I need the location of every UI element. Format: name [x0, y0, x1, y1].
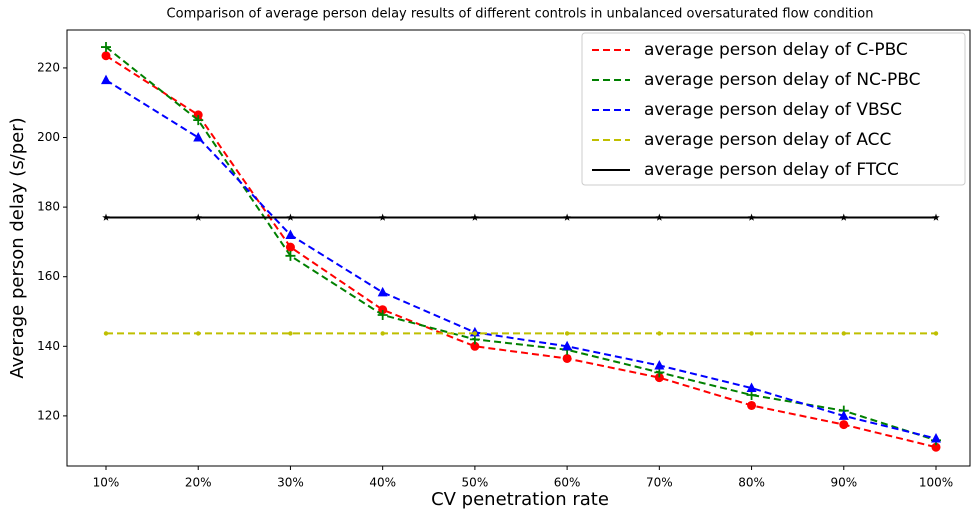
- x-tick-label: 60%: [554, 476, 581, 490]
- x-tick-label: 10%: [93, 476, 120, 490]
- point: [563, 213, 571, 221]
- point: [285, 229, 296, 239]
- point: [193, 115, 204, 126]
- legend-label: average person delay of C-PBC: [644, 40, 908, 60]
- series-line: [105, 54, 937, 449]
- point: [839, 420, 849, 430]
- point: [102, 213, 110, 221]
- point: [471, 213, 479, 221]
- x-tick-label: 30%: [277, 476, 304, 490]
- point: [747, 400, 757, 410]
- point: [103, 331, 109, 336]
- point: [749, 331, 754, 336]
- point: [193, 132, 204, 142]
- point: [378, 213, 387, 221]
- y-tick-label: 160: [37, 269, 60, 283]
- x-tick-label: 100%: [919, 476, 953, 490]
- legend-label: average person delay of NC-PBC: [644, 70, 921, 90]
- point: [286, 213, 295, 221]
- x-tick-label: 20%: [185, 476, 212, 490]
- y-tick-label: 180: [37, 200, 60, 214]
- y-tick-label: 220: [37, 60, 60, 74]
- point: [654, 359, 665, 370]
- point: [101, 42, 111, 53]
- point: [380, 331, 385, 336]
- point: [285, 242, 295, 252]
- point: [654, 373, 664, 383]
- x-tick-label: 80%: [738, 476, 765, 490]
- point: [746, 382, 757, 393]
- point: [838, 410, 849, 420]
- series-line: [105, 79, 937, 440]
- point: [655, 213, 664, 221]
- point: [378, 305, 388, 315]
- y-tick-label: 120: [37, 408, 60, 422]
- point: [472, 331, 478, 336]
- point: [931, 433, 941, 443]
- point: [470, 341, 480, 351]
- x-axis-label: CV penetration rate: [431, 489, 609, 510]
- point: [288, 331, 293, 336]
- y-tick-label: 140: [37, 339, 60, 353]
- point: [932, 213, 940, 221]
- point: [101, 51, 111, 61]
- chart-title: Comparison of average person delay resul…: [167, 7, 874, 22]
- point: [931, 442, 941, 452]
- y-axis-label: Average person delay (s/per): [7, 117, 28, 378]
- x-tick-label: 90%: [830, 476, 857, 490]
- point: [377, 309, 388, 320]
- point: [564, 331, 570, 336]
- point: [747, 213, 756, 221]
- point: [657, 331, 662, 336]
- legend-label: average person delay of VBSC: [644, 100, 902, 120]
- plot-frame: [66, 29, 971, 467]
- point: [562, 353, 572, 363]
- y-tick-label: 200: [37, 130, 60, 144]
- point: [839, 213, 848, 221]
- x-tick-label: 40%: [369, 476, 396, 490]
- point: [101, 74, 111, 85]
- point: [562, 340, 573, 351]
- legend-box: [581, 32, 966, 186]
- x-tick-label: 50%: [462, 476, 489, 490]
- legend-label: average person delay of FTCC: [644, 160, 899, 180]
- legend-label: average person delay of ACC: [644, 130, 891, 150]
- x-tick-label: 70%: [646, 476, 673, 490]
- point: [196, 331, 201, 336]
- point: [285, 250, 296, 261]
- point: [841, 331, 846, 336]
- point: [933, 331, 939, 336]
- point: [377, 286, 388, 297]
- point: [194, 213, 203, 221]
